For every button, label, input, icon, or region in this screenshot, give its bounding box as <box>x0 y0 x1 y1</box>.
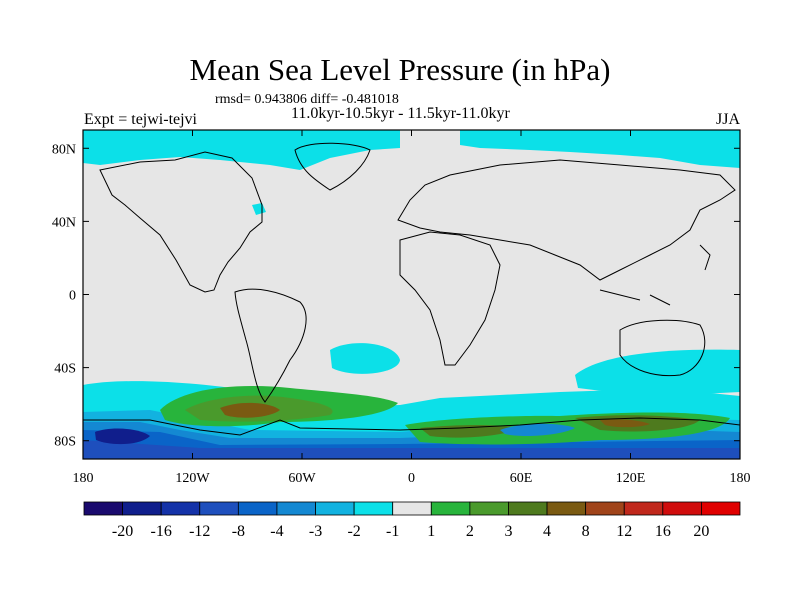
colorbar-label: 1 <box>427 523 435 540</box>
colorbar-swatch <box>508 501 548 516</box>
colorbar-swatch <box>392 501 432 516</box>
map-axes: 180 120W 60W 0 60E 120E 180 80N 40N 0 40S 80S <box>52 130 751 486</box>
y-tick-label: 0 <box>69 289 76 304</box>
period-label: 11.0kyr-10.5kyr - 11.5kyr-11.0kyr <box>291 105 510 122</box>
x-tick-label: 60E <box>510 471 533 486</box>
colorbar-label: 3 <box>504 523 512 540</box>
weddell-blue-inlet <box>500 423 575 436</box>
colorbar-swatch <box>662 501 702 516</box>
colorbar: -20 -16 -12 -8 -4 -3 -2 -1 1 2 3 4 8 12 16 20 <box>83 501 741 540</box>
arctic-low-west <box>83 130 400 170</box>
east-antarctic-high-core <box>600 419 650 428</box>
colorbar-label: 2 <box>466 523 474 540</box>
y-tick-label: 40N <box>52 215 76 230</box>
colorbar-swatch <box>83 501 123 516</box>
x-tick-label: 180 <box>730 471 751 486</box>
colorbar-label: -16 <box>151 523 172 540</box>
colorbar-swatch <box>701 501 741 516</box>
colorbar-label: 20 <box>693 523 709 540</box>
x-tick-label: 120E <box>616 471 646 486</box>
colorbar-swatch <box>469 501 509 516</box>
colorbar-swatch <box>276 501 316 516</box>
colorbar-swatch <box>199 501 239 516</box>
colorbar-swatch <box>160 501 201 516</box>
x-tick-label: 120W <box>175 471 210 486</box>
colorbar-label: -12 <box>189 523 210 540</box>
colorbar-swatch <box>315 501 355 516</box>
x-tick-label: 60W <box>288 471 316 486</box>
x-tick-label: 180 <box>73 471 94 486</box>
colorbar-label: -1 <box>386 523 399 540</box>
colorbar-swatch <box>430 501 471 516</box>
colorbar-swatch <box>122 501 162 516</box>
colorbar-label: 12 <box>616 523 632 540</box>
y-tick-label: 40S <box>54 362 76 377</box>
colorbar-swatch <box>623 501 664 516</box>
amundsen-high-core <box>220 402 280 418</box>
coastlines <box>83 142 740 436</box>
colorbar-label: -20 <box>112 523 133 540</box>
colorbar-label: -3 <box>309 523 322 540</box>
colorbar-swatch <box>237 501 278 516</box>
x-tick-label: 0 <box>408 471 415 486</box>
south-atlantic-low <box>330 343 400 374</box>
y-tick-label: 80S <box>54 435 76 450</box>
colorbar-swatch <box>546 501 587 516</box>
pressure-field <box>83 130 740 459</box>
season-label: JJA <box>716 111 741 128</box>
colorbar-label: -2 <box>347 523 360 540</box>
ross-sea-core <box>95 428 150 445</box>
arctic-low-east <box>460 130 740 168</box>
map-title: Mean Sea Level Pressure (in hPa) <box>189 52 611 87</box>
colorbar-swatch <box>585 501 625 516</box>
y-tick-label: 80N <box>52 142 76 157</box>
rmsd-stats: rmsd= 0.943806 diff= -0.481018 <box>215 92 399 107</box>
colorbar-swatch <box>353 501 394 516</box>
southern-ocean-low-5 <box>83 440 740 459</box>
experiment-label: Expt = tejwi-tejvi <box>84 111 197 128</box>
colorbar-label: -8 <box>232 523 245 540</box>
colorbar-label: 4 <box>543 523 551 540</box>
colorbar-label: 16 <box>655 523 671 540</box>
colorbar-label: -4 <box>270 523 283 540</box>
colorbar-label: 8 <box>582 523 590 540</box>
